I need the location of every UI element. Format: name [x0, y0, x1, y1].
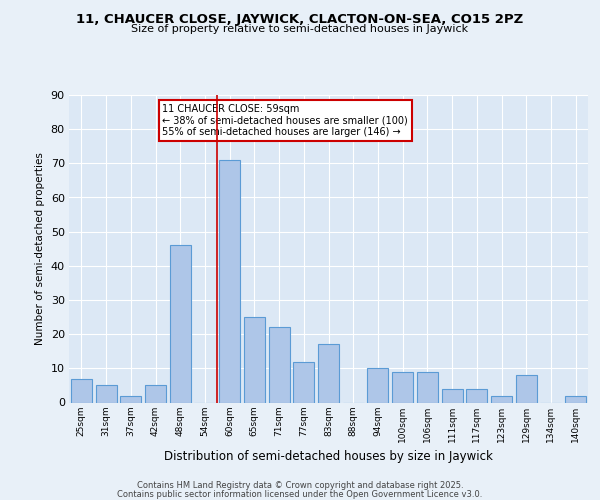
Bar [318, 344, 339, 403]
Y-axis label: Number of semi-detached properties: Number of semi-detached properties [35, 152, 45, 345]
Text: Size of property relative to semi-detached houses in Jaywick: Size of property relative to semi-detach… [131, 24, 469, 34]
Bar [565, 396, 586, 402]
X-axis label: Distribution of semi-detached houses by size in Jaywick: Distribution of semi-detached houses by … [164, 450, 493, 463]
Bar [244, 317, 265, 402]
Text: 11, CHAUCER CLOSE, JAYWICK, CLACTON-ON-SEA, CO15 2PZ: 11, CHAUCER CLOSE, JAYWICK, CLACTON-ON-S… [76, 12, 524, 26]
Bar [367, 368, 388, 402]
Text: Contains public sector information licensed under the Open Government Licence v3: Contains public sector information licen… [118, 490, 482, 499]
Bar [170, 246, 191, 402]
Bar [293, 362, 314, 403]
Bar [516, 375, 537, 402]
Bar [269, 328, 290, 402]
Bar [491, 396, 512, 402]
Bar [466, 389, 487, 402]
Text: Contains HM Land Registry data © Crown copyright and database right 2025.: Contains HM Land Registry data © Crown c… [137, 481, 463, 490]
Bar [417, 372, 438, 402]
Bar [442, 389, 463, 402]
Bar [392, 372, 413, 402]
Bar [145, 386, 166, 402]
Bar [219, 160, 240, 402]
Text: 11 CHAUCER CLOSE: 59sqm
← 38% of semi-detached houses are smaller (100)
55% of s: 11 CHAUCER CLOSE: 59sqm ← 38% of semi-de… [163, 104, 408, 138]
Bar [71, 378, 92, 402]
Bar [120, 396, 141, 402]
Bar [95, 386, 116, 402]
